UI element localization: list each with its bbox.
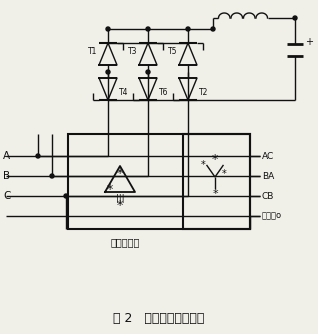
Bar — [183, 134, 250, 229]
Text: *: * — [107, 182, 113, 195]
Circle shape — [106, 27, 110, 31]
Circle shape — [211, 27, 215, 31]
Text: T1: T1 — [88, 46, 97, 55]
Text: *: * — [117, 167, 123, 179]
Text: 同步变压器: 同步变压器 — [110, 237, 140, 247]
Circle shape — [36, 154, 40, 158]
Text: T4: T4 — [119, 88, 128, 97]
Circle shape — [186, 27, 190, 31]
Text: +: + — [305, 37, 313, 47]
Circle shape — [64, 194, 68, 198]
Text: *: * — [212, 153, 218, 166]
Text: *: * — [201, 160, 206, 170]
Text: CB: CB — [262, 191, 274, 200]
Text: *: * — [212, 189, 218, 199]
Text: B: B — [3, 171, 10, 181]
Text: T6: T6 — [159, 88, 169, 97]
Circle shape — [106, 70, 110, 74]
Circle shape — [50, 174, 54, 178]
Text: *: * — [222, 169, 227, 179]
Bar — [68, 134, 250, 229]
Text: T5: T5 — [168, 46, 177, 55]
Circle shape — [293, 16, 297, 20]
Text: T2: T2 — [199, 88, 208, 97]
Text: BA: BA — [262, 171, 274, 180]
Text: T3: T3 — [128, 46, 137, 55]
Circle shape — [146, 27, 150, 31]
Text: 中性点o: 中性点o — [262, 211, 282, 220]
Text: 图 2   相控整流部分电路: 图 2 相控整流部分电路 — [113, 313, 205, 326]
Text: C: C — [3, 191, 10, 201]
Text: *: * — [117, 198, 123, 211]
Text: |||: ||| — [116, 193, 124, 202]
Circle shape — [146, 70, 150, 74]
Text: AC: AC — [262, 152, 274, 161]
Text: A: A — [3, 151, 10, 161]
